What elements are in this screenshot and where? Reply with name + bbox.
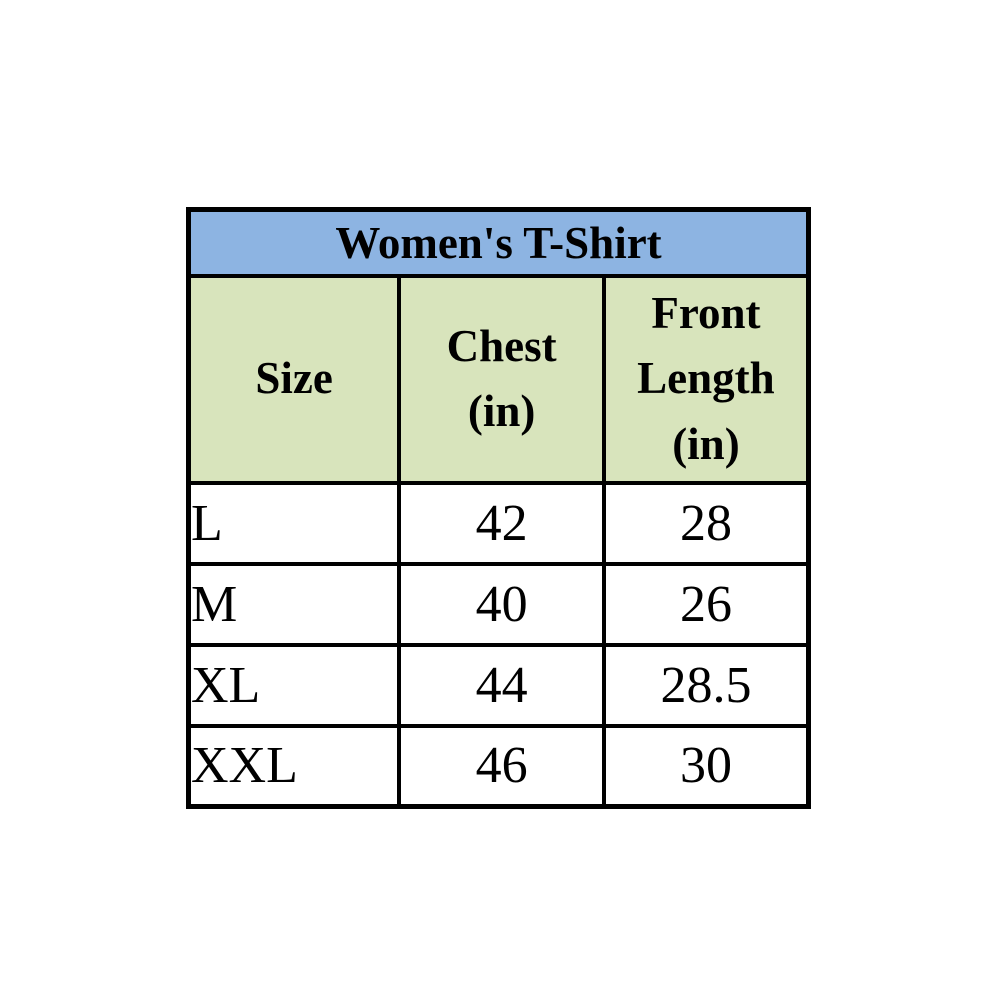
chest-cell: 46 — [397, 723, 606, 809]
front-length-cell: 26 — [601, 561, 811, 647]
size-chart-table: Women's T-Shirt Size Chest (in) Front Le… — [186, 207, 811, 809]
chest-cell: 44 — [397, 642, 606, 728]
size-cell: L — [186, 480, 402, 566]
size-cell: M — [186, 561, 402, 647]
table-row: XXL 46 30 — [186, 723, 811, 809]
column-header-size: Size — [186, 273, 402, 485]
title-row: Women's T-Shirt — [186, 207, 811, 278]
front-length-cell: 28 — [601, 480, 811, 566]
table-row: M 40 26 — [186, 561, 811, 647]
table-row: XL 44 28.5 — [186, 642, 811, 728]
size-cell: XXL — [186, 723, 402, 809]
chest-cell: 40 — [397, 561, 606, 647]
size-cell: XL — [186, 642, 402, 728]
front-length-cell: 28.5 — [601, 642, 811, 728]
table-row: L 42 28 — [186, 480, 811, 566]
header-row: Size Chest (in) Front Length (in) — [186, 273, 811, 485]
column-header-chest: Chest (in) — [397, 273, 606, 485]
chest-cell: 42 — [397, 480, 606, 566]
front-length-cell: 30 — [601, 723, 811, 809]
column-header-front-length: Front Length (in) — [601, 273, 811, 485]
table-title: Women's T-Shirt — [186, 207, 811, 278]
